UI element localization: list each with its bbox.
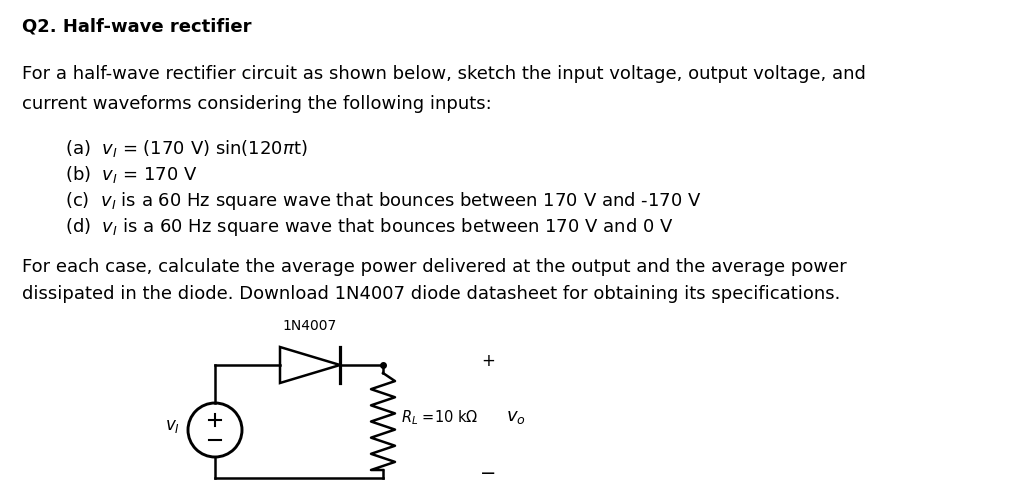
Text: (b)  $v_I$ = 170 V: (b) $v_I$ = 170 V xyxy=(65,164,198,185)
Text: current waveforms considering the following inputs:: current waveforms considering the follow… xyxy=(22,95,492,113)
Text: (a)  $v_I$ = (170 V) sin(120$\pi$t): (a) $v_I$ = (170 V) sin(120$\pi$t) xyxy=(65,138,307,159)
Text: For a half-wave rectifier circuit as shown below, sketch the input voltage, outp: For a half-wave rectifier circuit as sho… xyxy=(22,65,866,83)
Text: For each case, calculate the average power delivered at the output and the avera: For each case, calculate the average pow… xyxy=(22,258,847,276)
Text: (c)  $v_I$ is a 60 Hz square wave that bounces between 170 V and -170 V: (c) $v_I$ is a 60 Hz square wave that bo… xyxy=(65,190,701,212)
Text: $v_I$: $v_I$ xyxy=(165,417,180,435)
Text: $R_L$ =10 k$\Omega$: $R_L$ =10 k$\Omega$ xyxy=(401,408,478,427)
Text: $v_o$: $v_o$ xyxy=(506,409,525,426)
Text: Q2. Half-wave rectifier: Q2. Half-wave rectifier xyxy=(22,18,252,36)
Text: dissipated in the diode. Download 1N4007 diode datasheet for obtaining its speci: dissipated in the diode. Download 1N4007… xyxy=(22,285,841,303)
Text: 1N4007: 1N4007 xyxy=(283,319,337,333)
Text: (d)  $v_I$ is a 60 Hz square wave that bounces between 170 V and 0 V: (d) $v_I$ is a 60 Hz square wave that bo… xyxy=(65,216,674,238)
Text: +: + xyxy=(481,352,495,370)
Text: −: − xyxy=(480,465,497,483)
